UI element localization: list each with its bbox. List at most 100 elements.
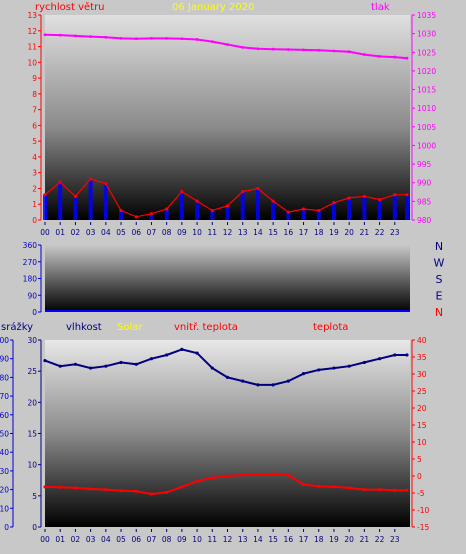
rain-y-tick-label: 90 <box>0 355 9 364</box>
pressure-y-tick-label: 1035 <box>417 11 436 20</box>
humidity-y-tick-label: 25 <box>27 367 37 376</box>
pressure-point <box>362 53 366 56</box>
x-tick-label: 16 <box>284 535 294 544</box>
temp-y-tick-label: 25 <box>417 387 427 396</box>
wind-y-tick-label: 9 <box>32 74 37 83</box>
wind-dir-bar <box>404 194 409 220</box>
x-tick-label: 08 <box>162 535 172 544</box>
pressure-point <box>405 56 409 60</box>
rain-y-tick-label: 30 <box>0 467 9 476</box>
pressure-point <box>271 47 275 51</box>
pressure-point <box>58 33 62 37</box>
humidity-point <box>393 353 397 357</box>
temperature-point <box>58 485 62 489</box>
wind-y-tick-label: 6 <box>32 121 37 130</box>
compass-label: W <box>434 257 445 270</box>
temperature-point <box>256 472 260 476</box>
wind-dir-bar <box>392 194 397 220</box>
x-tick-label: 21 <box>360 228 370 237</box>
x-tick-label: 18 <box>314 535 324 544</box>
wind-dir-bar <box>164 208 169 220</box>
pressure-y-tick-label: 995 <box>417 160 432 169</box>
wind-speed-point <box>134 215 138 219</box>
pressure-point <box>347 50 351 54</box>
date-label: 06 January 2020 <box>172 2 254 13</box>
rain-axis: 0 10 20 30 40 50 60 70 80 90 100 <box>0 336 14 532</box>
humidity-point <box>165 353 169 357</box>
wind-y-tick-label: 12 <box>27 27 37 36</box>
temperature-point <box>301 482 306 487</box>
x-tick-label: 03 <box>86 228 96 237</box>
humidity-point <box>347 364 351 368</box>
direction-y-tick-label: 90 <box>27 291 37 300</box>
rain-y-tick-label: 100 <box>0 336 9 345</box>
temperature-point <box>180 485 184 489</box>
direction-y-tick-label: 0 <box>32 308 37 317</box>
temp-y-tick-label: -10 <box>417 506 429 515</box>
wind-dir-bar <box>103 183 108 220</box>
humidity-point <box>301 372 306 376</box>
humidity-label: vlhkost <box>66 322 102 333</box>
wind-dir-bar <box>316 210 321 220</box>
x-tick-label: 17 <box>299 535 309 544</box>
wind-dir-bar <box>195 201 200 220</box>
x-tick-label: 06 <box>131 535 141 544</box>
wind-speed-point <box>73 194 78 198</box>
temperature-label: teplota <box>313 322 348 333</box>
temperature-point <box>393 488 397 492</box>
x-tick-label: 00 <box>40 228 50 237</box>
wind-speed-point <box>119 208 123 213</box>
temperature-point <box>89 487 93 491</box>
temperature-point <box>317 484 321 488</box>
wind-dir-bar <box>255 188 260 220</box>
rain-y-tick-label: 20 <box>0 486 9 495</box>
humidity-markers <box>43 347 409 387</box>
temperature-point <box>73 486 78 490</box>
inner-temp-label: vnitř. teplota <box>174 321 238 333</box>
x-tick-label: 06 <box>131 228 141 237</box>
humidity-point <box>134 362 138 366</box>
pressure-y-tick-label: 1030 <box>417 30 436 39</box>
wind-y-tick-label: 7 <box>32 106 37 115</box>
pressure-y-tick-label: 985 <box>417 197 432 206</box>
direction-left-axis: 0 90 180 270 360 <box>23 241 42 317</box>
compass-label: E <box>436 290 443 303</box>
temperature-point <box>271 472 275 476</box>
x-tick-label: 02 <box>71 228 81 237</box>
wind-dir-bar <box>331 202 336 220</box>
wind-speed-point <box>241 190 245 194</box>
wind-dir-bar <box>119 210 124 220</box>
wind-speed-point <box>58 180 62 184</box>
x-tick-label: 14 <box>253 535 263 544</box>
wind-dir-bar <box>271 201 276 220</box>
pressure-point <box>134 37 138 41</box>
rain-y-tick-label: 80 <box>0 373 9 382</box>
x-tick-label: 20 <box>344 228 354 237</box>
wind-y-tick-label: 10 <box>27 58 37 67</box>
wind-dir-bars <box>43 179 409 220</box>
x-tick-label: 15 <box>268 535 278 544</box>
wind-dir-bar <box>149 213 154 220</box>
temp-y-tick-label: 35 <box>417 353 427 362</box>
wind-dir-bar <box>210 210 215 220</box>
humidity-point <box>210 366 214 370</box>
lower-plot-area <box>45 340 410 527</box>
wind-speed-point <box>165 207 169 211</box>
compass-label: N <box>435 240 443 253</box>
wind-speed-point <box>104 182 108 186</box>
pressure-point <box>89 35 93 38</box>
x-tick-label: 12 <box>223 535 233 544</box>
pressure-point <box>104 35 108 39</box>
x-tick-label: 11 <box>208 535 218 544</box>
temp-y-tick-label: 15 <box>417 421 427 430</box>
pressure-y-tick-label: 1020 <box>417 67 436 76</box>
humidity-y-tick-label: 10 <box>27 461 37 470</box>
x-tick-label: 13 <box>238 535 248 544</box>
temp-y-tick-label: 20 <box>417 404 427 413</box>
pressure-point <box>150 36 153 40</box>
x-tick-label: 20 <box>344 535 354 544</box>
pressure-point <box>165 36 169 40</box>
wind-dir-bar <box>362 196 367 220</box>
humidity-y-tick-label: 30 <box>27 336 37 345</box>
